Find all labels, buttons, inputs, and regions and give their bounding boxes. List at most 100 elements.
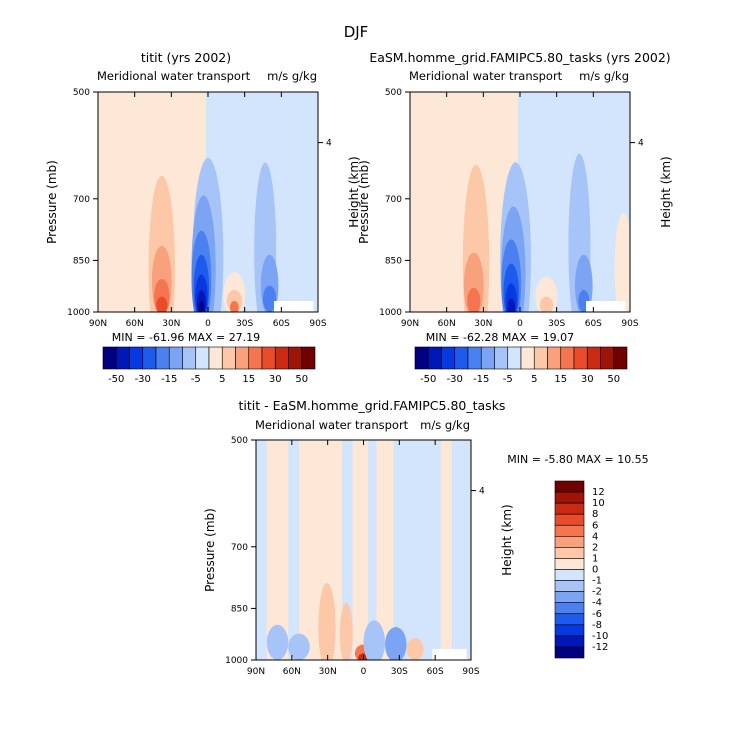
colorbar-cell: [288, 346, 303, 370]
plot-area: [98, 92, 318, 312]
colorbar-cell: [554, 580, 585, 592]
masked-region: [274, 301, 314, 312]
colorbar-cell: [102, 346, 117, 370]
contour-fill: [385, 627, 407, 660]
colorbar-label: 15: [554, 374, 567, 385]
contour-fill: [318, 583, 336, 660]
colorbar-label: 1: [592, 553, 598, 564]
colorbar-cell: [467, 346, 482, 370]
y-right-tick-label: 4: [479, 487, 485, 497]
colorbar-cell: [554, 480, 585, 493]
panel-bottom-diff: titit - EaSM.homme_grid.FAMIPC5.80_tasks…: [203, 398, 649, 677]
y-tick-label: 700: [231, 543, 248, 553]
y-right-tick-label: 4: [326, 139, 332, 149]
colorbar-label: 8: [592, 509, 598, 520]
contour-fill: [339, 602, 353, 660]
colorbar-cell: [554, 502, 585, 515]
colorbar-cell: [554, 635, 585, 648]
x-tick-label: 30N: [319, 667, 337, 677]
colorbar-cell: [261, 346, 276, 370]
colorbar-label: 0: [592, 565, 598, 576]
colorbar-cell: [301, 346, 316, 370]
contour-fill: [507, 298, 516, 312]
stats-label: MIN = -61.96 MAX = 27.19: [112, 331, 260, 344]
colorbar-cell: [129, 346, 144, 370]
colorbar-label: 4: [592, 531, 598, 542]
colorbar-cell: [554, 613, 585, 626]
contour-fill: [376, 440, 394, 660]
y-right-axis-label: Height (km): [500, 504, 514, 575]
y-axis-label: Pressure (mb): [203, 508, 217, 592]
colorbar-label: 50: [607, 374, 620, 385]
colorbar-cell: [613, 346, 628, 370]
colorbar-cell: [554, 624, 585, 637]
colorbar-cell: [441, 346, 456, 370]
colorbar-label: -30: [135, 374, 151, 385]
contour-fill: [406, 638, 424, 660]
colorbar-label: -50: [108, 374, 124, 385]
colorbar-cell: [520, 346, 535, 370]
colorbar-label: 6: [592, 520, 598, 531]
x-tick-label: 90N: [401, 319, 419, 329]
x-tick-label: 90N: [247, 667, 265, 677]
colorbar-cell: [195, 346, 210, 370]
contour-fill: [352, 440, 368, 660]
colorbar-label: 10: [592, 498, 605, 509]
colorbar-cell: [507, 346, 522, 370]
contour-fill: [288, 633, 310, 660]
colorbar-label: -2: [592, 587, 602, 598]
colorbar-cell: [427, 346, 442, 370]
y-axis-label: Pressure (mb): [45, 160, 59, 244]
colorbar-label: 15: [242, 374, 255, 385]
colorbar-cell: [274, 346, 289, 370]
contour-fill: [539, 296, 553, 312]
panel-subtitle: Meridional water transport: [97, 69, 251, 83]
colorbar-cell: [480, 346, 495, 370]
colorbar-cell: [554, 513, 585, 526]
x-tick-label: 90S: [462, 667, 479, 677]
y-tick-label: 850: [385, 256, 402, 266]
x-tick-label: 60S: [427, 667, 444, 677]
contour-fill: [363, 620, 385, 660]
panel-title: titit (yrs 2002): [141, 50, 231, 65]
plot-area: [256, 440, 471, 660]
colorbar-label: -1: [592, 576, 602, 587]
colorbar-cell: [554, 491, 585, 504]
colorbar-cell: [115, 346, 130, 370]
y-tick-label: 500: [231, 436, 248, 446]
masked-region: [586, 301, 626, 312]
colorbar-label: 12: [592, 487, 605, 498]
colorbar-label: -5: [191, 374, 201, 385]
colorbar-cell: [554, 646, 585, 659]
x-tick-label: 30S: [236, 319, 253, 329]
colorbar-label: -8: [592, 620, 602, 631]
colorbar-label: -6: [592, 609, 602, 620]
x-tick-label: 30S: [391, 667, 408, 677]
colorbar-label: -4: [592, 598, 602, 609]
contour-fill: [198, 301, 205, 312]
x-tick-label: 0: [205, 319, 211, 329]
x-tick-label: 60N: [438, 319, 456, 329]
y-tick-label: 700: [73, 195, 90, 205]
panel-title: EaSM.homme_grid.FAMIPC5.80_tasks (yrs 20…: [369, 50, 670, 65]
colorbar-label: 30: [581, 374, 594, 385]
colorbar-label: -15: [473, 374, 489, 385]
panel-title: titit - EaSM.homme_grid.FAMIPC5.80_tasks: [239, 398, 506, 413]
x-tick-label: 30N: [162, 319, 180, 329]
y-tick-label: 1000: [379, 308, 402, 318]
colorbar-cell: [208, 346, 223, 370]
colorbar-cell: [142, 346, 157, 370]
colorbar-cell: [560, 346, 575, 370]
colorbar-cell: [533, 346, 548, 370]
colorbar-cell: [554, 536, 585, 548]
colorbar-cell: [235, 346, 250, 370]
x-tick-label: 60N: [283, 667, 301, 677]
colorbar-cell: [554, 524, 585, 537]
x-tick-label: 90S: [621, 319, 638, 329]
panel-top-right: EaSM.homme_grid.FAMIPC5.80_tasks (yrs 20…: [357, 50, 673, 385]
y-axis-label: Pressure (mb): [357, 160, 371, 244]
panel-units: m/s g/kg: [267, 69, 317, 83]
colorbar-cell: [600, 346, 615, 370]
colorbar-cell: [155, 346, 170, 370]
